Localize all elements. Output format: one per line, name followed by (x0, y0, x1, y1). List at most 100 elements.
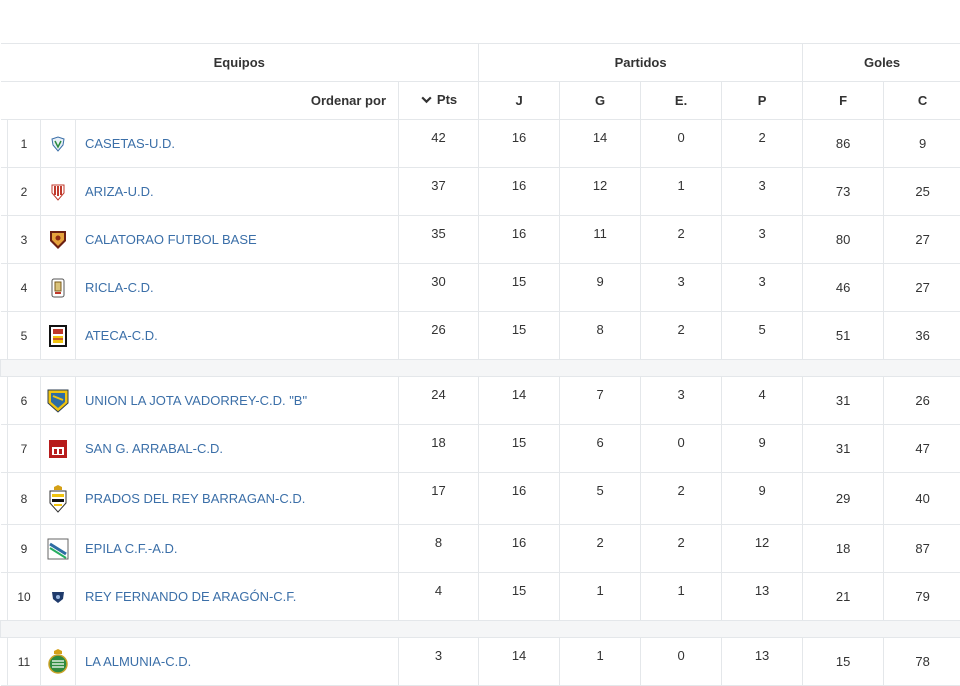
j-value: 14 (479, 638, 560, 686)
j-value: 14 (479, 377, 560, 425)
p-value: 3 (722, 264, 803, 312)
team-name-link[interactable]: EPILA C.F.-A.D. (85, 541, 177, 556)
position: 5 (8, 312, 41, 360)
team-name-link[interactable]: RICLA-C.D. (85, 280, 154, 295)
g-value: 1 (560, 573, 641, 621)
ricla-crest-icon (41, 264, 76, 312)
f-value: 80 (803, 216, 884, 264)
calatorao-crest-icon (41, 216, 76, 264)
team-name-link[interactable]: ARIZA-U.D. (85, 184, 154, 199)
ariza-crest-icon (41, 168, 76, 216)
j-value: 16 (479, 168, 560, 216)
partidos-header: Partidos (479, 44, 803, 82)
pts-value: 24 (399, 377, 479, 425)
team-name-link[interactable]: SAN G. ARRABAL-C.D. (85, 441, 223, 456)
j-value: 16 (479, 120, 560, 168)
table-row: 7 SAN G. ARRABAL-C.D. 18 15 6 0 9 31 47 (1, 425, 960, 473)
sort-pts-button[interactable]: Pts (399, 82, 479, 120)
table-row: 5 ATECA-C.D. 26 15 8 2 5 51 36 (1, 312, 960, 360)
sort-g-button[interactable]: G (560, 82, 641, 120)
pts-value: 4 (399, 573, 479, 621)
j-value: 15 (479, 264, 560, 312)
position: 2 (8, 168, 41, 216)
position: 6 (8, 377, 41, 425)
team-name-link[interactable]: UNION LA JOTA VADORREY-C.D. "B" (85, 393, 307, 408)
table-row: 6 UNION LA JOTA VADORREY-C.D. "B" 24 14 … (1, 377, 960, 425)
f-value: 31 (803, 377, 884, 425)
e-value: 3 (641, 377, 722, 425)
g-value: 5 (560, 473, 641, 525)
e-value: 2 (641, 312, 722, 360)
p-value: 9 (722, 425, 803, 473)
pts-value: 37 (399, 168, 479, 216)
c-value: 47 (884, 425, 960, 473)
casetas-crest-icon (41, 120, 76, 168)
j-value: 15 (479, 573, 560, 621)
c-value: 27 (884, 264, 960, 312)
table-divider (1, 621, 960, 638)
team-name-link[interactable]: REY FERNANDO DE ARAGÓN-C.F. (85, 589, 296, 604)
c-value: 87 (884, 525, 960, 573)
pts-column-label: Pts (437, 92, 457, 107)
e-value: 0 (641, 120, 722, 168)
j-value: 15 (479, 425, 560, 473)
pts-value: 18 (399, 425, 479, 473)
team-name-link[interactable]: CASETAS-U.D. (85, 136, 175, 151)
union-la-jota-crest-icon (41, 377, 76, 425)
c-value: 40 (884, 473, 960, 525)
table-row: 11 LA ALMUNIA-C.D. 3 14 1 0 13 15 78 (1, 638, 960, 686)
c-value: 25 (884, 168, 960, 216)
sort-e-button[interactable]: E. (641, 82, 722, 120)
j-value: 16 (479, 473, 560, 525)
prados-del-rey-crest-icon (41, 473, 76, 525)
team-name-link[interactable]: PRADOS DEL REY BARRAGAN-C.D. (85, 491, 305, 506)
pts-value: 35 (399, 216, 479, 264)
c-value: 26 (884, 377, 960, 425)
p-value: 12 (722, 525, 803, 573)
epila-crest-icon (41, 525, 76, 573)
sort-f-button[interactable]: F (803, 82, 884, 120)
j-value: 15 (479, 312, 560, 360)
chevron-down-icon (420, 93, 433, 106)
g-value: 2 (560, 525, 641, 573)
position: 11 (8, 638, 41, 686)
sort-p-button[interactable]: P (722, 82, 803, 120)
g-value: 6 (560, 425, 641, 473)
team-name-link[interactable]: ATECA-C.D. (85, 328, 158, 343)
f-value: 86 (803, 120, 884, 168)
e-value: 3 (641, 264, 722, 312)
f-value: 51 (803, 312, 884, 360)
pts-value: 17 (399, 473, 479, 525)
table-row: 1 CASETAS-U.D. 42 16 14 0 2 86 9 (1, 120, 960, 168)
standings-table: Equipos Partidos Goles Ordenar por Pts J… (0, 43, 960, 686)
f-value: 73 (803, 168, 884, 216)
position: 9 (8, 525, 41, 573)
e-value: 2 (641, 473, 722, 525)
j-value: 16 (479, 216, 560, 264)
p-value: 3 (722, 216, 803, 264)
g-value: 14 (560, 120, 641, 168)
e-value: 0 (641, 425, 722, 473)
pts-value: 42 (399, 120, 479, 168)
f-value: 46 (803, 264, 884, 312)
f-value: 21 (803, 573, 884, 621)
c-value: 27 (884, 216, 960, 264)
sort-j-button[interactable]: J (479, 82, 560, 120)
position: 4 (8, 264, 41, 312)
position: 1 (8, 120, 41, 168)
sort-c-button[interactable]: C (884, 82, 960, 120)
pts-value: 30 (399, 264, 479, 312)
team-name-link[interactable]: CALATORAO FUTBOL BASE (85, 232, 257, 247)
p-value: 13 (722, 573, 803, 621)
table-row: 8 PRADOS DEL REY BARRAGAN-C.D. 17 16 5 2… (1, 473, 960, 525)
team-name-link[interactable]: LA ALMUNIA-C.D. (85, 654, 191, 669)
g-value: 11 (560, 216, 641, 264)
table-row: 2 ARIZA-U.D. 37 16 12 1 3 73 25 (1, 168, 960, 216)
ordenar-por-label: Ordenar por (1, 82, 399, 120)
p-value: 9 (722, 473, 803, 525)
position: 3 (8, 216, 41, 264)
p-value: 3 (722, 168, 803, 216)
f-value: 31 (803, 425, 884, 473)
f-value: 18 (803, 525, 884, 573)
table-divider (1, 360, 960, 377)
